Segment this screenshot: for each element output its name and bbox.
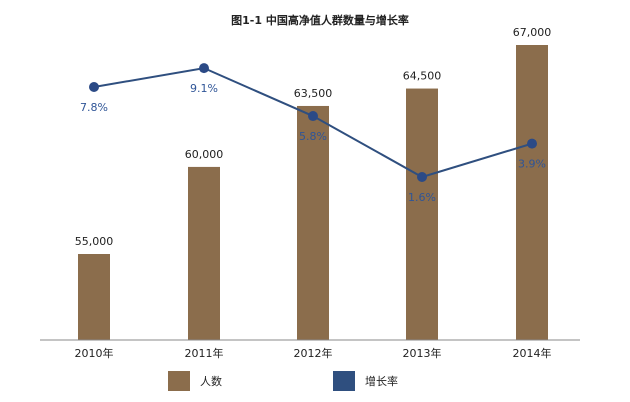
bar-value-label-3: 64,500 xyxy=(403,70,442,83)
bar-4 xyxy=(516,45,548,340)
x-tick-label-3: 2013年 xyxy=(403,346,442,360)
bar-3 xyxy=(406,88,438,341)
rate-point-1 xyxy=(199,63,209,74)
rate-point-4 xyxy=(527,138,537,149)
rate-value-label-2: 5.8% xyxy=(299,130,327,143)
rate-point-2 xyxy=(308,111,318,122)
bar-series: 55,000 60,000 63,500 64,500 67,000 xyxy=(75,26,552,341)
bar-0 xyxy=(78,254,110,340)
legend-label-rate: 增长率 xyxy=(365,374,398,388)
line-series: 7.8% 9.1% 5.8% 1.6% 3.9% xyxy=(80,63,546,204)
chart-title: 图1-1 中国高净值人群数量与增长率 xyxy=(231,13,409,27)
x-tick-label-1: 2011年 xyxy=(185,346,224,360)
bar-value-label-0: 55,000 xyxy=(75,235,114,248)
bar-value-label-1: 60,000 xyxy=(185,148,224,161)
rate-value-label-4: 3.9% xyxy=(518,158,546,171)
x-tick-label-2: 2012年 xyxy=(294,346,333,360)
rate-point-0 xyxy=(89,82,99,92)
bar-value-label-4: 67,000 xyxy=(513,26,552,39)
bar-2 xyxy=(297,105,329,340)
rate-value-label-0: 7.8% xyxy=(80,101,108,114)
legend: 人数 增长率 xyxy=(168,371,398,391)
x-axis-ticks: 2010年 2011年 2012年 2013年 2014年 xyxy=(75,346,552,360)
legend-swatch-count xyxy=(168,371,190,391)
x-tick-label-0: 2010年 xyxy=(75,346,114,360)
rate-value-label-3: 1.6% xyxy=(408,191,436,204)
rate-value-label-1: 9.1% xyxy=(190,82,218,95)
x-tick-label-4: 2014年 xyxy=(513,346,552,360)
legend-swatch-rate xyxy=(333,371,355,391)
legend-label-count: 人数 xyxy=(200,375,222,388)
rate-point-3 xyxy=(417,172,427,182)
bar-1 xyxy=(188,166,220,340)
bar-value-label-2: 63,500 xyxy=(294,87,333,100)
